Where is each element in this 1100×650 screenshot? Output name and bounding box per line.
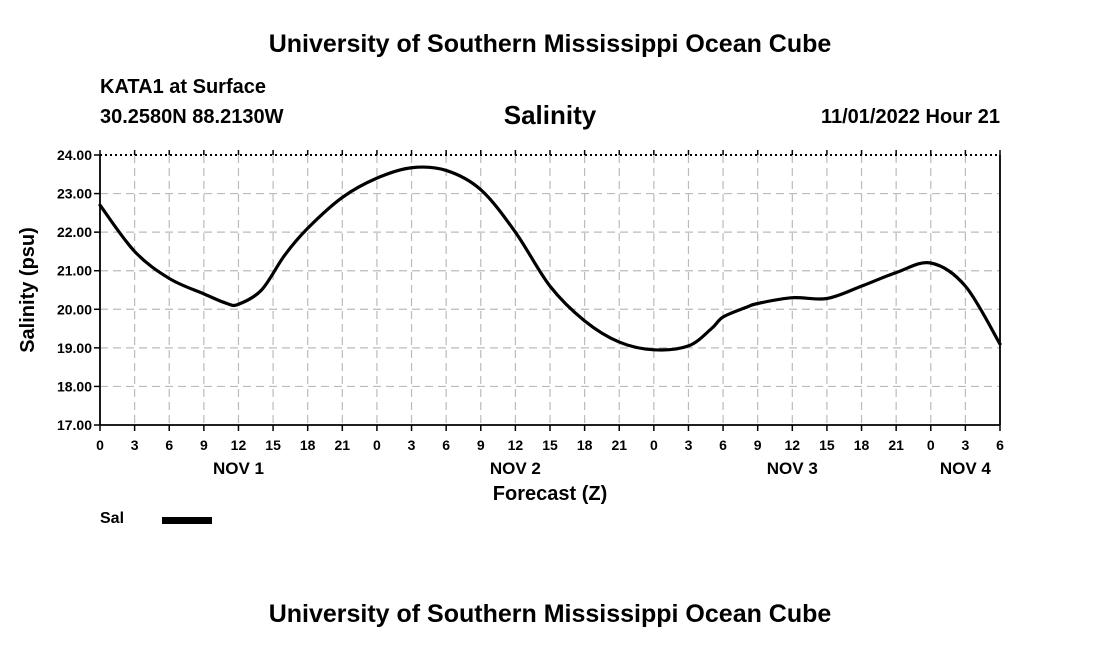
tick-labels: 17.00 18.00 19.00 20.00 21.00 22.00 23.00 24.00… (57, 147, 1004, 478)
y-tick-label: 17.00 (57, 417, 92, 433)
x-tick-label: 9 (754, 437, 762, 453)
legend-label: Sal (100, 510, 125, 527)
x-tick-label: 12 (231, 437, 247, 453)
x-tick-label: 3 (961, 437, 969, 453)
x-tick-label: 0 (373, 437, 381, 453)
x-tick-label: 21 (611, 437, 627, 453)
x-tick-label: 6 (719, 437, 727, 453)
x-tick-label: 0 (96, 437, 104, 453)
y-tick-label: 19.00 (57, 340, 92, 356)
x-tick-label: 15 (542, 437, 558, 453)
footer-title: University of Southern Mississippi Ocean… (268, 600, 832, 628)
x-day-label: NOV 4 (940, 459, 992, 478)
page-title: University of Southern Mississippi Ocean… (268, 30, 832, 58)
x-tick-label: 9 (477, 437, 485, 453)
x-day-label: NOV 3 (767, 459, 818, 478)
station-label: KATA1 at Surface (100, 76, 266, 98)
y-tick-label: 18.00 (57, 378, 92, 394)
series-layer (98, 165, 1002, 352)
x-tick-label: 6 (165, 437, 173, 453)
x-tick-label: 15 (265, 437, 281, 453)
x-tick-label: 18 (577, 437, 593, 453)
x-day-label: NOV 2 (490, 459, 541, 478)
y-axis-label: Salinity (psu) (17, 227, 39, 353)
x-tick-label: 18 (300, 437, 316, 453)
station-coordinates: 30.2580N 88.2130W (100, 106, 284, 128)
x-tick-label: 12 (508, 437, 524, 453)
x-tick-label: 21 (888, 437, 904, 453)
y-tick-label: 20.00 (57, 301, 92, 317)
y-tick-label: 24.00 (57, 147, 92, 163)
chart-title: Salinity (503, 100, 597, 130)
series-line-sal (98, 165, 1002, 352)
y-tick-label: 22.00 (57, 224, 92, 240)
x-tick-label: 0 (927, 437, 935, 453)
x-tick-label: 9 (200, 437, 208, 453)
forecast-datetime: 11/01/2022 Hour 21 (820, 106, 1000, 128)
x-tick-label: 12 (785, 437, 801, 453)
x-tick-label: 21 (335, 437, 351, 453)
x-tick-label: 6 (996, 437, 1004, 453)
x-tick-label: 15 (819, 437, 835, 453)
y-tick-label: 21.00 (57, 263, 92, 279)
x-day-label: NOV 1 (213, 459, 264, 478)
x-tick-label: 3 (131, 437, 139, 453)
axes (94, 150, 1001, 431)
x-tick-label: 3 (685, 437, 693, 453)
x-axis-label: Forecast (Z) (493, 483, 607, 505)
legend-line-swatch (162, 517, 212, 524)
y-tick-label: 23.00 (57, 186, 92, 202)
grid-lines (100, 155, 1000, 425)
x-tick-label: 3 (408, 437, 416, 453)
x-tick-label: 0 (650, 437, 658, 453)
x-tick-label: 6 (442, 437, 450, 453)
x-tick-label: 18 (854, 437, 870, 453)
